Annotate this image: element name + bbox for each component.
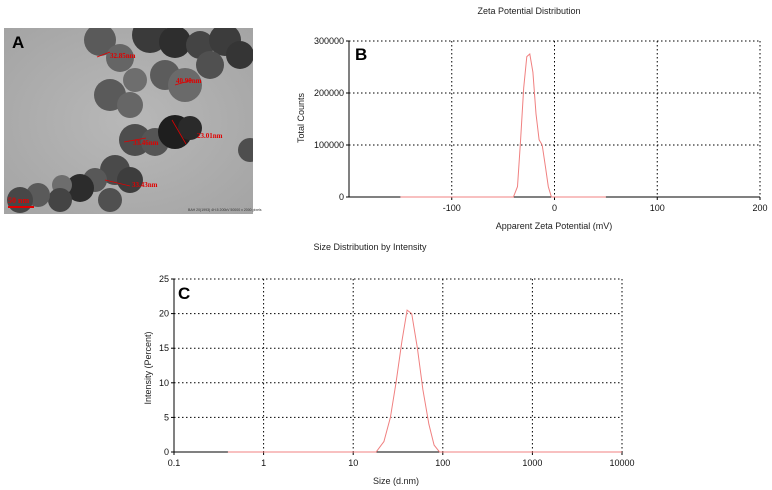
size-x-tick-label: 10000 [609, 458, 634, 468]
size-x-tick-label: 1 [261, 458, 266, 468]
zeta-y-tick-label: 100000 [314, 140, 344, 150]
tem-particles [7, 28, 253, 213]
size-series-line [227, 309, 622, 453]
size-y-tick-label: 5 [164, 412, 169, 422]
size-y-tick-label: 15 [159, 343, 169, 353]
panel-letter-b: B [355, 45, 367, 64]
zeta-y-tick-label: 300000 [314, 36, 344, 46]
size-x-tick-label: 1000 [522, 458, 542, 468]
tem-image-panel: 32.85nm 40.90nm 23.01nm 33.46nm 33.43nm … [4, 28, 262, 214]
size-x-tick-label: 0.1 [168, 458, 181, 468]
particle-label-5: 33.43nm [132, 181, 158, 189]
size-y-tick-label: 10 [159, 378, 169, 388]
size-y-ticks: 0 5 10 15 20 25 [159, 274, 174, 457]
scale-bar [8, 206, 34, 208]
zeta-x-tick-label: 200 [752, 203, 767, 213]
zeta-y-ticks: 0 100000 200000 300000 [314, 36, 349, 202]
size-x-tick-label: 10 [348, 458, 358, 468]
zeta-x-tick-label: -100 [443, 203, 461, 213]
particle-label-4: 33.46nm [133, 139, 159, 147]
zeta-y-tick-label: 200000 [314, 88, 344, 98]
scale-bar-label: 50 nm [8, 196, 29, 205]
zeta-grid [349, 40, 761, 197]
size-y-tick-label: 25 [159, 274, 169, 284]
size-y-tick-label: 0 [164, 447, 169, 457]
particle-label-1: 32.85nm [110, 52, 136, 60]
measurement-marks [96, 51, 193, 187]
zeta-x-tick-label: 100 [650, 203, 665, 213]
zeta-potential-chart: Zeta Potential Distribution 010000020000… [296, 6, 768, 231]
zeta-y-tick-label: 0 [339, 192, 344, 202]
panel-letter-a: A [12, 33, 24, 52]
tem-footer-text: BAH 20(1993) 4H.5 200kV 50000 x 2000 pix… [188, 208, 262, 212]
size-y-tick-label: 20 [159, 309, 169, 319]
zeta-y-axis-label: Total Counts [296, 92, 306, 143]
size-x-tick-label: 100 [435, 458, 450, 468]
zeta-chart-title: Zeta Potential Distribution [477, 6, 580, 16]
zeta-x-axis-label: Apparent Zeta Potential (mV) [496, 221, 613, 231]
zeta-series-line [400, 53, 606, 198]
panel-letter-c: C [178, 284, 190, 303]
zeta-x-tick-label: 0 [552, 203, 557, 213]
size-y-axis-label: Intensity (Percent) [143, 331, 153, 404]
particle-label-3: 23.01nm [197, 132, 223, 140]
size-grid [174, 278, 623, 452]
particle-label-2: 40.90nm [176, 77, 202, 85]
size-x-axis-label: Size (d.nm) [373, 476, 419, 486]
size-chart-title: Size Distribution by Intensity [313, 242, 427, 252]
size-x-ticks: 0.1 1 10 100 1000 10000 [168, 452, 635, 468]
zeta-x-ticks: -100 0 100 200 [443, 197, 768, 213]
size-distribution-chart: Size Distribution by Intensity 0 5 10 15 20 2… [143, 242, 635, 486]
